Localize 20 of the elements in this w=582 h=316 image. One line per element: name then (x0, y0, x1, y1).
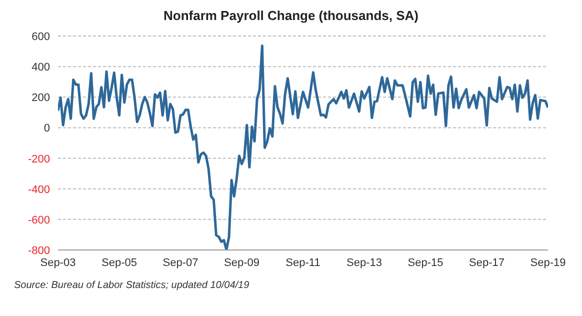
x-tick-label: Sep-03 (40, 256, 76, 269)
x-tick-label: Sep-07 (162, 256, 198, 269)
y-tick-label: -400 (28, 184, 50, 196)
y-tick-label: -600 (28, 214, 50, 226)
y-tick-label: -200 (28, 153, 50, 166)
y-tick-label: 0 (44, 122, 50, 135)
x-tick-label: Sep-15 (408, 256, 444, 269)
y-tick-label: -800 (28, 245, 50, 257)
y-tick-label: 600 (32, 31, 50, 43)
x-tick-label: Sep-19 (530, 256, 566, 269)
source-note: Source: Bureau of Labor Statistics; updated 10/04/19 (14, 280, 250, 291)
chart-title: Nonfarm Payroll Change (thousands, SA) (162, 8, 420, 25)
y-tick-label: 200 (32, 92, 50, 104)
x-tick-label: Sep-17 (469, 256, 504, 269)
y-tick-label: 400 (32, 62, 50, 74)
x-tick-label: Sep-11 (286, 256, 320, 269)
x-tick-label: Sep-05 (102, 256, 137, 269)
line-series (58, 44, 548, 250)
x-tick-label: Sep-13 (346, 256, 382, 269)
x-tick-label: Sep-09 (224, 256, 260, 269)
